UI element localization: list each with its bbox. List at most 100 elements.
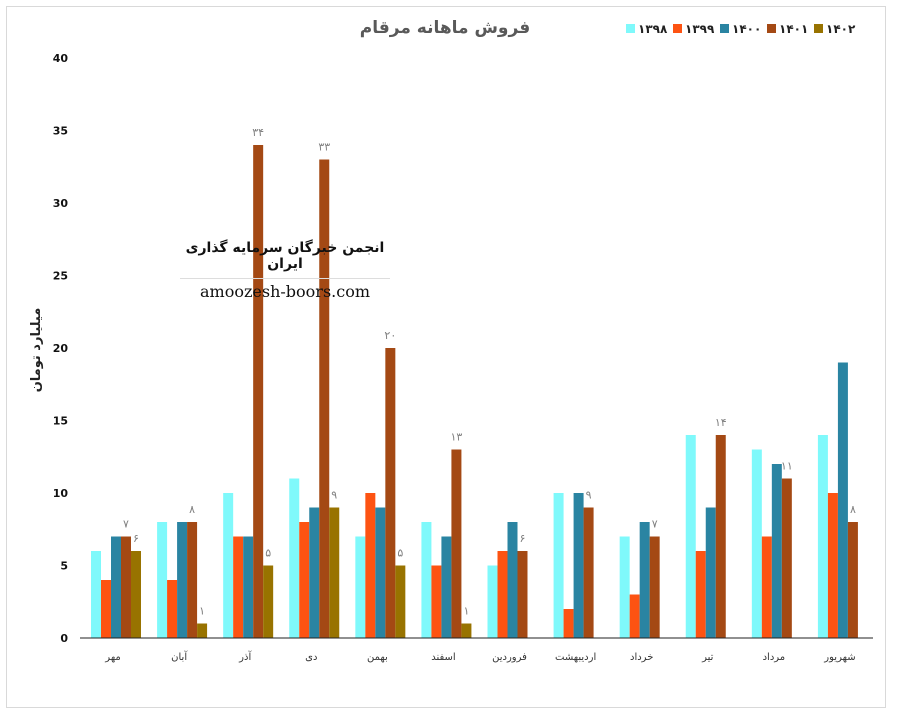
bar xyxy=(461,623,472,638)
x-tick-label: اسفند xyxy=(431,652,455,663)
x-tick-label: تیر xyxy=(701,652,714,663)
data-label: ۱۳ xyxy=(451,431,463,444)
bar xyxy=(395,565,406,638)
bar xyxy=(355,536,366,638)
y-tick-label: 40 xyxy=(53,52,69,65)
bar xyxy=(817,435,828,638)
bar xyxy=(421,522,432,638)
x-tick-label: مرداد xyxy=(763,652,786,663)
bar xyxy=(299,522,310,638)
bar xyxy=(385,348,396,638)
bar xyxy=(243,536,254,638)
bar xyxy=(233,536,244,638)
y-tick-label: 25 xyxy=(53,270,68,283)
bar xyxy=(497,551,508,638)
bar xyxy=(507,522,518,638)
bar xyxy=(837,362,848,638)
bar xyxy=(157,522,168,638)
data-label: ۵ xyxy=(397,547,403,560)
data-label: ۹ xyxy=(331,489,337,502)
bar xyxy=(431,565,442,638)
bar xyxy=(375,507,386,638)
bar xyxy=(319,159,330,638)
watermark: انجمن خبرگان سرمایه گذاری ایران amoozesh… xyxy=(180,240,390,301)
data-label: ۷ xyxy=(123,518,129,531)
y-tick-label: 30 xyxy=(53,197,69,210)
bar xyxy=(101,580,111,638)
bar xyxy=(111,536,121,638)
legend-label: ۱۳۹۸ xyxy=(638,22,668,36)
data-label: ۱ xyxy=(199,605,205,618)
y-tick-label: 0 xyxy=(60,632,68,645)
bar xyxy=(441,536,452,638)
bar xyxy=(121,536,131,638)
legend-label: ۱۴۰۱ xyxy=(779,22,808,36)
bar xyxy=(167,580,178,638)
y-tick-label: 35 xyxy=(53,125,68,138)
data-label: ۸ xyxy=(850,503,856,516)
y-tick-label: 10 xyxy=(53,487,69,500)
watermark-title: انجمن خبرگان سرمایه گذاری ایران xyxy=(185,240,385,272)
y-tick-label: 15 xyxy=(53,415,68,428)
x-tick-label: دی xyxy=(305,652,317,663)
legend-label: ۱۳۹۹ xyxy=(685,22,715,36)
bar xyxy=(573,493,584,638)
data-label: ۸ xyxy=(189,503,195,516)
bar xyxy=(563,609,574,638)
bar xyxy=(197,623,208,638)
legend: ۱۳۹۸ ۱۳۹۹ ۱۴۰۰ ۱۴۰۱ ۱۴۰۲ xyxy=(626,22,856,36)
x-tick-label: اردیبهشت xyxy=(555,652,596,663)
bar xyxy=(329,507,340,638)
bar xyxy=(187,522,198,638)
watermark-url: amoozesh-boors.com xyxy=(180,278,390,301)
data-label: ۱۴ xyxy=(715,416,727,429)
x-tick-label: خرداد xyxy=(630,652,653,663)
x-tick-label: فروردین xyxy=(492,652,527,663)
data-label: ۷ xyxy=(652,518,658,531)
data-label: ۳۴ xyxy=(252,126,264,139)
bar xyxy=(131,551,141,638)
chart-title: فروش ماهانه مرقام xyxy=(360,18,530,38)
y-tick-label: 5 xyxy=(60,560,68,573)
legend-swatch xyxy=(814,24,823,33)
bar xyxy=(289,478,300,638)
bar xyxy=(761,536,772,638)
bar xyxy=(583,507,594,638)
x-axis-ticks: مهر آبان آذر دی بهمن اسفند فروردین اردیبهشت خردا… xyxy=(104,650,855,663)
legend-swatch xyxy=(767,24,776,33)
x-tick-label: بهمن xyxy=(367,652,388,663)
bar xyxy=(487,565,498,638)
bar xyxy=(263,565,274,638)
bar xyxy=(253,145,264,638)
data-label: ۶ xyxy=(133,532,139,545)
legend-label: ۱۴۰۰ xyxy=(732,22,761,36)
bar xyxy=(223,493,234,638)
bar xyxy=(649,536,660,638)
data-label: ۲۰ xyxy=(384,329,396,342)
bar xyxy=(685,435,696,638)
bar xyxy=(365,493,376,638)
bar xyxy=(827,493,838,638)
data-label: ۶ xyxy=(520,532,526,545)
bar xyxy=(695,551,706,638)
data-label: ۵ xyxy=(265,547,271,560)
bar xyxy=(781,478,792,638)
legend-swatch xyxy=(626,24,635,33)
bars-group xyxy=(91,145,858,638)
x-tick-label: آبان xyxy=(171,650,188,663)
y-tick-label: 20 xyxy=(53,342,69,355)
legend-swatch xyxy=(673,24,682,33)
bar xyxy=(517,551,528,638)
data-label: ۹ xyxy=(586,489,592,502)
bar xyxy=(771,464,782,638)
bar xyxy=(177,522,188,638)
bar xyxy=(715,435,726,638)
x-tick-label: شهریور xyxy=(823,652,855,663)
x-tick-label: مهر xyxy=(104,652,120,663)
y-axis-label: میلیارد تومان xyxy=(29,308,44,393)
bar xyxy=(847,522,858,638)
bar xyxy=(553,493,564,638)
bar xyxy=(451,449,462,638)
bar xyxy=(705,507,716,638)
